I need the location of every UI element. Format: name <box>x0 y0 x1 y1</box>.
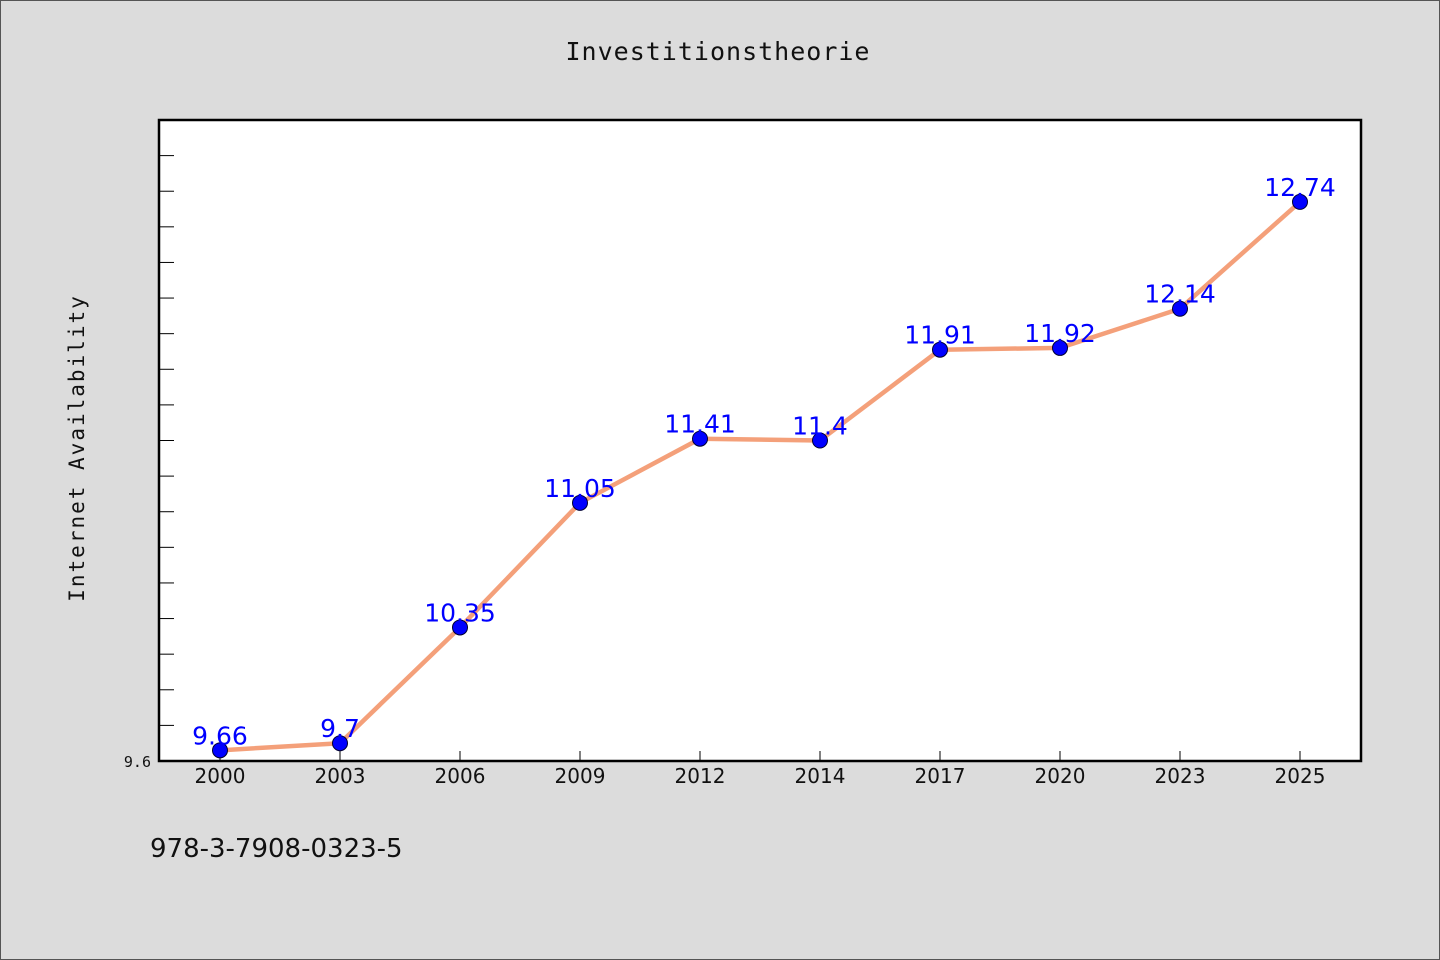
data-point <box>572 494 588 511</box>
data-label: 9.7 <box>320 714 360 743</box>
x-tick-label: 2000 <box>195 764 246 788</box>
y-tick-label: 9.6 <box>124 753 151 771</box>
y-axis-label: Internet Availability <box>65 294 89 602</box>
data-label: 11.91 <box>904 321 976 350</box>
data-point <box>332 735 348 752</box>
data-point <box>1292 193 1308 210</box>
data-label: 12.74 <box>1264 173 1336 202</box>
x-tick-label: 2020 <box>1035 764 1086 788</box>
x-tick-label: 2014 <box>795 764 846 788</box>
data-point <box>1172 300 1188 317</box>
x-tick-label: 2006 <box>435 764 486 788</box>
data-point <box>812 432 828 449</box>
data-label: 11.4 <box>792 412 848 441</box>
data-label: 11.92 <box>1024 319 1096 348</box>
data-point <box>1052 339 1068 356</box>
data-point <box>692 430 708 447</box>
x-tick-label: 2017 <box>915 764 966 788</box>
data-label: 10.35 <box>424 598 496 627</box>
plot-border <box>157 118 1363 763</box>
data-label: 11.05 <box>544 474 616 503</box>
data-label: 9.66 <box>192 721 248 750</box>
y-minor-ticks: 9.6 <box>124 155 174 771</box>
x-tick-label: 2012 <box>675 764 726 788</box>
series-group: 9.66 9.7 10.35 11.05 11.41 11.4 11.91 11.92 12.1… <box>192 173 1336 759</box>
x-tick-label: 2003 <box>315 764 366 788</box>
x-ticks: 2000 2003 2006 2009 2012 2014 2017 2020 2023 2025 <box>195 751 1326 788</box>
data-point <box>932 341 948 358</box>
data-label: 11.41 <box>664 410 736 439</box>
x-tick-label: 2023 <box>1155 764 1206 788</box>
chart-title: Investitionstheorie <box>566 37 871 66</box>
data-point <box>452 619 468 636</box>
isbn-text: 978-3-7908-0323-5 <box>150 834 403 864</box>
x-tick-label: 2009 <box>555 764 606 788</box>
series-line <box>219 200 1302 753</box>
data-point <box>212 742 228 759</box>
x-tick-label: 2025 <box>1275 764 1326 788</box>
data-label: 12.14 <box>1144 280 1216 309</box>
